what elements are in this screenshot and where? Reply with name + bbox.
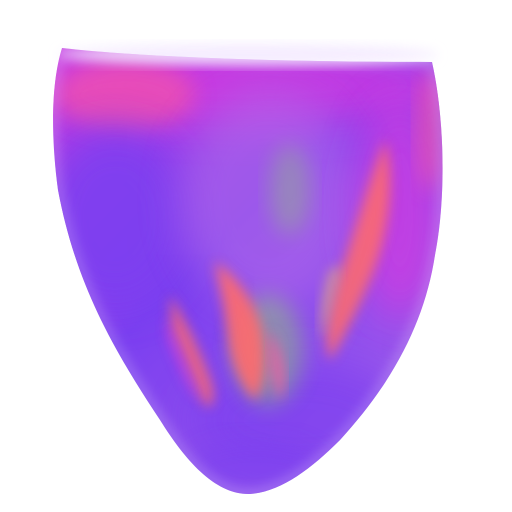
- outer-edge-soften: [50, 44, 446, 498]
- center-pink-flame: [269, 330, 285, 400]
- right-coral-streak: [326, 140, 391, 360]
- right-yellow-edge: [320, 265, 340, 340]
- left-magenta-streak: [165, 315, 200, 400]
- center-lavender-region: [180, 90, 360, 310]
- left-coral-streak: [170, 295, 214, 407]
- upper-left-pink-patch: [55, 60, 195, 130]
- center-coral-flame: [215, 262, 266, 400]
- center-green-haze: [270, 145, 310, 235]
